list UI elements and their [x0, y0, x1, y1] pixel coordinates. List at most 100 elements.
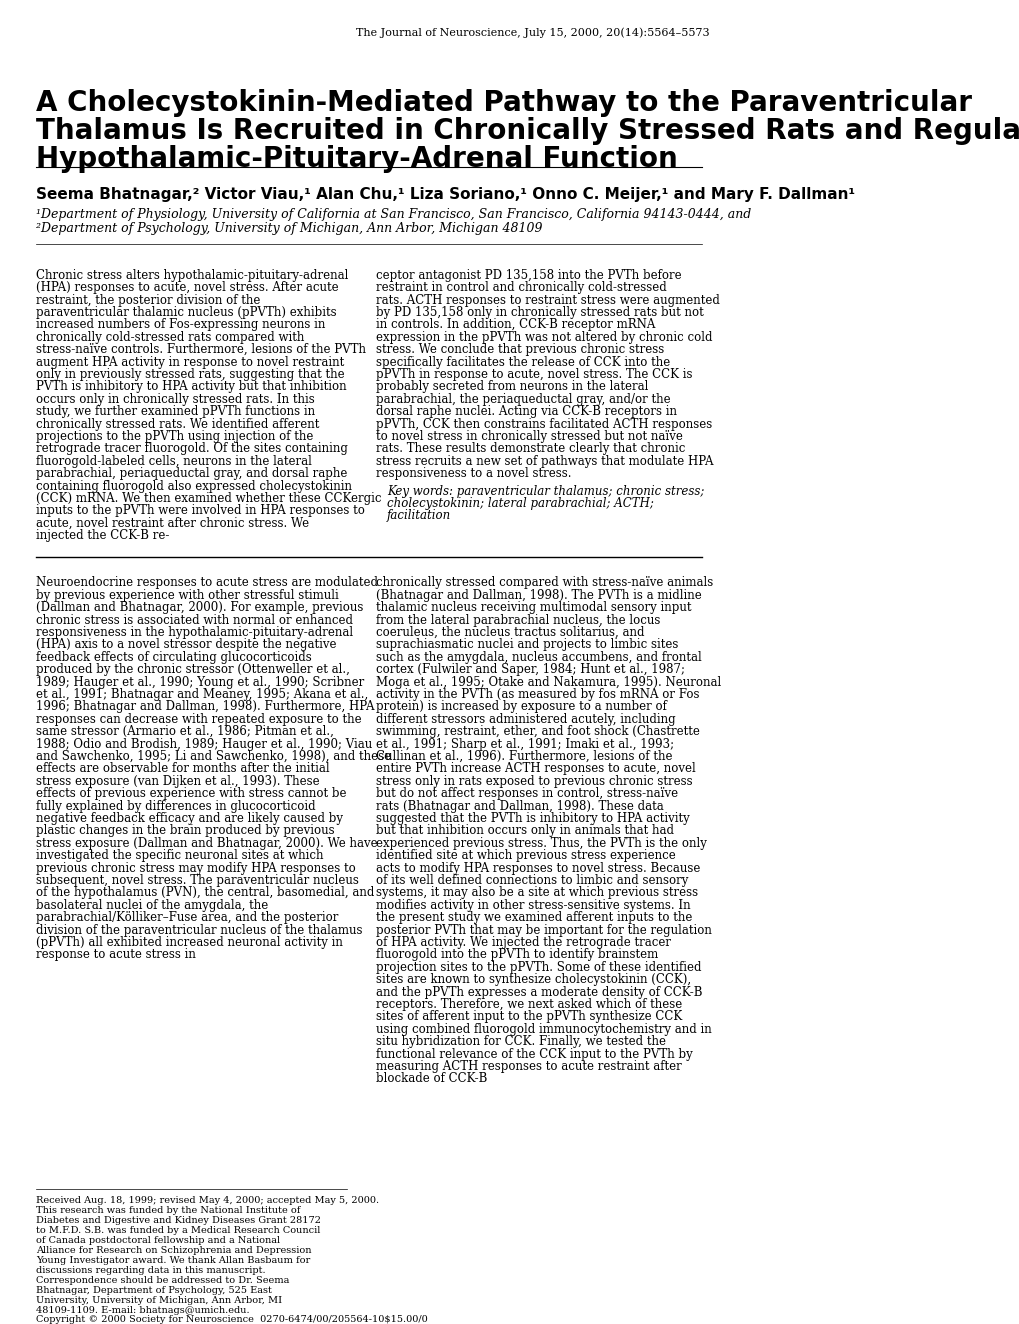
Text: swimming, restraint, ether, and foot shock (Chastrette: swimming, restraint, ether, and foot sho…: [376, 726, 699, 739]
Text: negative feedback efficacy and are likely caused by: negative feedback efficacy and are likel…: [36, 812, 342, 825]
Text: Cullinan et al., 1996). Furthermore, lesions of the: Cullinan et al., 1996). Furthermore, les…: [376, 749, 673, 763]
Text: et al., 1991; Bhatnagar and Meaney, 1995; Akana et al.,: et al., 1991; Bhatnagar and Meaney, 1995…: [36, 688, 368, 700]
Text: rats. ACTH responses to restraint stress were augmented: rats. ACTH responses to restraint stress…: [376, 294, 719, 307]
Text: Correspondence should be addressed to Dr. Seema: Correspondence should be addressed to Dr…: [36, 1276, 289, 1284]
Text: of its well defined connections to limbic and sensory: of its well defined connections to limbi…: [376, 874, 688, 887]
Text: suggested that the PVTh is inhibitory to HPA activity: suggested that the PVTh is inhibitory to…: [376, 812, 690, 825]
Text: activity in the PVTh (as measured by fos mRNA or Fos: activity in the PVTh (as measured by fos…: [376, 688, 699, 700]
Text: cholecystokinin; lateral parabrachial; ACTH;: cholecystokinin; lateral parabrachial; A…: [387, 496, 653, 510]
Text: responsiveness in the hypothalamic-pituitary-adrenal: responsiveness in the hypothalamic-pitui…: [36, 626, 353, 639]
Text: the present study we examined afferent inputs to the: the present study we examined afferent i…: [376, 911, 692, 924]
Text: posterior PVTh that may be important for the regulation: posterior PVTh that may be important for…: [376, 924, 711, 936]
Text: blockade of CCK-B: blockade of CCK-B: [376, 1072, 487, 1086]
Text: suprachiasmatic nuclei and projects to limbic sites: suprachiasmatic nuclei and projects to l…: [376, 638, 678, 651]
Text: injected the CCK-B re-: injected the CCK-B re-: [36, 530, 169, 543]
Text: fluorogold-labeled cells, neurons in the lateral: fluorogold-labeled cells, neurons in the…: [36, 455, 312, 467]
Text: by PD 135,158 only in chronically stressed rats but not: by PD 135,158 only in chronically stress…: [376, 306, 703, 319]
Text: occurs only in chronically stressed rats. In this: occurs only in chronically stressed rats…: [36, 393, 315, 406]
Text: acute, novel restraint after chronic stress. We: acute, novel restraint after chronic str…: [36, 516, 309, 530]
Text: (CCK) mRNA. We then examined whether these CCKergic: (CCK) mRNA. We then examined whether the…: [36, 493, 381, 504]
Text: response to acute stress in: response to acute stress in: [36, 948, 196, 961]
Text: pPVTh, CCK then constrains facilitated ACTH responses: pPVTh, CCK then constrains facilitated A…: [376, 417, 712, 430]
Text: to M.F.D. S.B. was funded by a Medical Research Council: to M.F.D. S.B. was funded by a Medical R…: [36, 1226, 320, 1235]
Text: division of the paraventricular nucleus of the thalamus: division of the paraventricular nucleus …: [36, 924, 363, 936]
Text: cortex (Fulwiler and Saper, 1984; Hunt et al., 1987;: cortex (Fulwiler and Saper, 1984; Hunt e…: [376, 663, 685, 677]
Text: 1988; Odio and Brodish, 1989; Hauger et al., 1990; Viau: 1988; Odio and Brodish, 1989; Hauger et …: [36, 737, 372, 751]
Text: produced by the chronic stressor (Ottenweller et al.,: produced by the chronic stressor (Ottenw…: [36, 663, 350, 677]
Text: investigated the specific neuronal sites at which: investigated the specific neuronal sites…: [36, 849, 323, 862]
Text: ¹Department of Physiology, University of California at San Francisco, San Franci: ¹Department of Physiology, University of…: [36, 208, 751, 221]
Text: Moga et al., 1995; Otake and Nakamura, 1995). Neuronal: Moga et al., 1995; Otake and Nakamura, 1…: [376, 675, 720, 688]
Text: Copyright © 2000 Society for Neuroscience  0270-6474/00/205564-10$15.00/0: Copyright © 2000 Society for Neuroscienc…: [36, 1316, 428, 1324]
Text: to novel stress in chronically stressed but not naïve: to novel stress in chronically stressed …: [376, 430, 683, 444]
Text: effects are observable for months after the initial: effects are observable for months after …: [36, 763, 329, 776]
Text: receptors. Therefore, we next asked which of these: receptors. Therefore, we next asked whic…: [376, 998, 682, 1012]
Text: projection sites to the pPVTh. Some of these identified: projection sites to the pPVTh. Some of t…: [376, 961, 701, 973]
Text: (HPA) responses to acute, novel stress. After acute: (HPA) responses to acute, novel stress. …: [36, 281, 338, 294]
Text: entire PVTh increase ACTH responses to acute, novel: entire PVTh increase ACTH responses to a…: [376, 763, 695, 776]
Text: Alliance for Research on Schizophrenia and Depression: Alliance for Research on Schizophrenia a…: [36, 1246, 312, 1255]
Text: measuring ACTH responses to acute restraint after: measuring ACTH responses to acute restra…: [376, 1061, 682, 1072]
Text: stress-naïve controls. Furthermore, lesions of the PVTh: stress-naïve controls. Furthermore, lesi…: [36, 343, 366, 356]
Text: chronically stressed rats. We identified afferent: chronically stressed rats. We identified…: [36, 417, 319, 430]
Text: augment HPA activity in response to novel restraint: augment HPA activity in response to nove…: [36, 356, 344, 368]
Text: discussions regarding data in this manuscript.: discussions regarding data in this manus…: [36, 1266, 266, 1275]
Text: The Journal of Neuroscience, July 15, 2000, 20(14):5564–5573: The Journal of Neuroscience, July 15, 20…: [356, 28, 708, 38]
Text: stress exposure (Dallman and Bhatnagar, 2000). We have: stress exposure (Dallman and Bhatnagar, …: [36, 837, 377, 850]
Text: Chronic stress alters hypothalamic-pituitary-adrenal: Chronic stress alters hypothalamic-pitui…: [36, 269, 348, 282]
Text: and the pPVTh expresses a moderate density of CCK-B: and the pPVTh expresses a moderate densi…: [376, 985, 702, 998]
Text: projections to the pPVTh using injection of the: projections to the pPVTh using injection…: [36, 430, 313, 444]
Text: pPVTh in response to acute, novel stress. The CCK is: pPVTh in response to acute, novel stress…: [376, 368, 692, 381]
Text: Diabetes and Digestive and Kidney Diseases Grant 28172: Diabetes and Digestive and Kidney Diseas…: [36, 1217, 321, 1225]
Text: coeruleus, the nucleus tractus solitarius, and: coeruleus, the nucleus tractus solitariu…: [376, 626, 644, 639]
Text: 1996; Bhatnagar and Dallman, 1998). Furthermore, HPA: 1996; Bhatnagar and Dallman, 1998). Furt…: [36, 700, 374, 714]
Text: (Dallman and Bhatnagar, 2000). For example, previous: (Dallman and Bhatnagar, 2000). For examp…: [36, 601, 363, 614]
Text: fully explained by differences in glucocorticoid: fully explained by differences in glucoc…: [36, 800, 316, 813]
Text: stress recruits a new set of pathways that modulate HPA: stress recruits a new set of pathways th…: [376, 455, 713, 467]
Text: subsequent, novel stress. The paraventricular nucleus: subsequent, novel stress. The paraventri…: [36, 874, 359, 887]
Text: of HPA activity. We injected the retrograde tracer: of HPA activity. We injected the retrogr…: [376, 936, 671, 949]
Text: identified site at which previous stress experience: identified site at which previous stress…: [376, 849, 676, 862]
Text: expression in the pPVTh was not altered by chronic cold: expression in the pPVTh was not altered …: [376, 331, 712, 344]
Text: acts to modify HPA responses to novel stress. Because: acts to modify HPA responses to novel st…: [376, 862, 700, 875]
Text: different stressors administered acutely, including: different stressors administered acutely…: [376, 712, 676, 726]
Text: ²Department of Psychology, University of Michigan, Ann Arbor, Michigan 48109: ²Department of Psychology, University of…: [36, 222, 542, 236]
Text: facilitation: facilitation: [387, 510, 451, 523]
Text: paraventricular thalamic nucleus (pPVTh) exhibits: paraventricular thalamic nucleus (pPVTh)…: [36, 306, 336, 319]
Text: probably secreted from neurons in the lateral: probably secreted from neurons in the la…: [376, 380, 648, 393]
Text: experienced previous stress. Thus, the PVTh is the only: experienced previous stress. Thus, the P…: [376, 837, 706, 850]
Text: restraint, the posterior division of the: restraint, the posterior division of the: [36, 294, 260, 307]
Text: using combined fluorogold immunocytochemistry and in: using combined fluorogold immunocytochem…: [376, 1023, 711, 1035]
Text: modifies activity in other stress-sensitive systems. In: modifies activity in other stress-sensit…: [376, 899, 690, 912]
Text: (pPVTh) all exhibited increased neuronal activity in: (pPVTh) all exhibited increased neuronal…: [36, 936, 342, 949]
Text: parabrachial, periaqueductal gray, and dorsal raphe: parabrachial, periaqueductal gray, and d…: [36, 467, 347, 481]
Text: effects of previous experience with stress cannot be: effects of previous experience with stre…: [36, 788, 346, 800]
Text: by previous experience with other stressful stimuli: by previous experience with other stress…: [36, 589, 338, 602]
Text: Neuroendocrine responses to acute stress are modulated: Neuroendocrine responses to acute stress…: [36, 576, 378, 589]
Text: Received Aug. 18, 1999; revised May 4, 2000; accepted May 5, 2000.: Received Aug. 18, 1999; revised May 4, 2…: [36, 1197, 379, 1205]
Text: responsiveness to a novel stress.: responsiveness to a novel stress.: [376, 467, 572, 481]
Text: thalamic nucleus receiving multimodal sensory input: thalamic nucleus receiving multimodal se…: [376, 601, 691, 614]
Text: of Canada postdoctoral fellowship and a National: of Canada postdoctoral fellowship and a …: [36, 1237, 280, 1245]
Text: chronically cold-stressed rats compared with: chronically cold-stressed rats compared …: [36, 331, 305, 344]
Text: Bhatnagar, Department of Psychology, 525 East: Bhatnagar, Department of Psychology, 525…: [36, 1286, 272, 1295]
Text: situ hybridization for CCK. Finally, we tested the: situ hybridization for CCK. Finally, we …: [376, 1035, 665, 1049]
Text: et al., 1991; Sharp et al., 1991; Imaki et al., 1993;: et al., 1991; Sharp et al., 1991; Imaki …: [376, 737, 674, 751]
Text: rats. These results demonstrate clearly that chronic: rats. These results demonstrate clearly …: [376, 442, 685, 455]
Text: previous chronic stress may modify HPA responses to: previous chronic stress may modify HPA r…: [36, 862, 356, 875]
Text: ceptor antagonist PD 135,158 into the PVTh before: ceptor antagonist PD 135,158 into the PV…: [376, 269, 682, 282]
Text: fluorogold into the pPVTh to identify brainstem: fluorogold into the pPVTh to identify br…: [376, 948, 658, 961]
Text: Seema Bhatnagar,² Victor Viau,¹ Alan Chu,¹ Liza Soriano,¹ Onno C. Meijer,¹ and M: Seema Bhatnagar,² Victor Viau,¹ Alan Chu…: [36, 187, 855, 201]
Text: containing fluorogold also expressed cholecystokinin: containing fluorogold also expressed cho…: [36, 479, 352, 493]
Text: responses can decrease with repeated exposure to the: responses can decrease with repeated exp…: [36, 712, 362, 726]
Text: University, University of Michigan, Ann Arbor, MI: University, University of Michigan, Ann …: [36, 1296, 282, 1304]
Text: functional relevance of the CCK input to the PVTh by: functional relevance of the CCK input to…: [376, 1047, 692, 1061]
Text: and Sawchenko, 1995; Li and Sawchenko, 1998), and these: and Sawchenko, 1995; Li and Sawchenko, 1…: [36, 749, 391, 763]
Text: stress. We conclude that previous chronic stress: stress. We conclude that previous chroni…: [376, 343, 664, 356]
Text: Young Investigator award. We thank Allan Basbaum for: Young Investigator award. We thank Allan…: [36, 1256, 310, 1264]
Text: basolateral nuclei of the amygdala, the: basolateral nuclei of the amygdala, the: [36, 899, 268, 912]
Text: stress exposure (van Dijken et al., 1993). These: stress exposure (van Dijken et al., 1993…: [36, 775, 320, 788]
Text: from the lateral parabrachial nucleus, the locus: from the lateral parabrachial nucleus, t…: [376, 613, 660, 626]
Text: sites are known to synthesize cholecystokinin (CCK),: sites are known to synthesize cholecysto…: [376, 973, 691, 986]
Text: only in previously stressed rats, suggesting that the: only in previously stressed rats, sugges…: [36, 368, 344, 381]
